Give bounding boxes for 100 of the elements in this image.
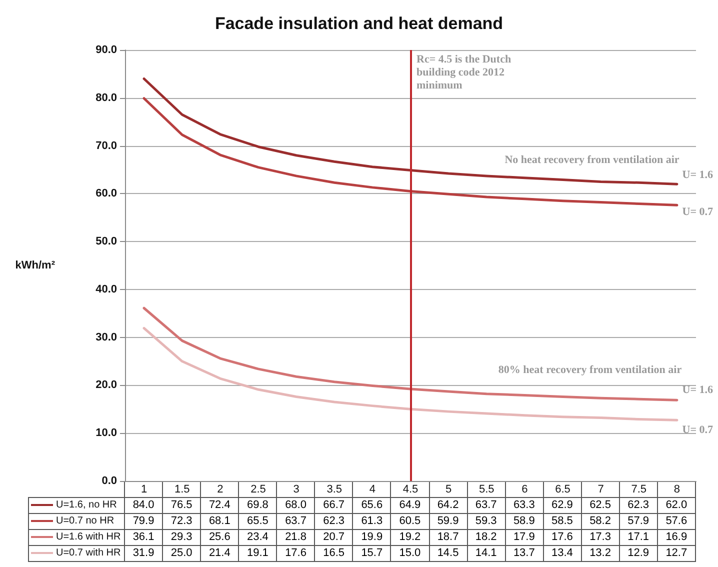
data-label: 25.6 (200, 530, 239, 546)
x-tick-label: 3.5 (326, 484, 342, 496)
data-label: 72.3 (162, 514, 201, 530)
data-label: 62.0 (657, 498, 696, 514)
y-tick-label: 20.0 (96, 379, 117, 392)
data-label: 65.6 (352, 498, 391, 514)
data-label: 36.1 (124, 530, 163, 546)
x-tick-label: 2 (217, 484, 224, 496)
data-label: 12.9 (619, 546, 658, 562)
data-label: 65.5 (238, 514, 277, 530)
annotation: No heat recovery from ventilation air (504, 154, 680, 166)
y-tick-label: 90.0 (96, 44, 117, 56)
data-label: 59.3 (467, 514, 506, 530)
data-label: 62.3 (619, 498, 658, 514)
data-label: 18.2 (467, 530, 506, 546)
y-tick-label: 50.0 (96, 236, 117, 248)
data-label: 69.8 (238, 498, 277, 514)
x-tick-label: 6.5 (555, 484, 570, 496)
y-axis-title: kWh/m² (15, 260, 56, 272)
data-label: 16.5 (314, 546, 353, 562)
line-series (142, 97, 678, 206)
data-label: 57.6 (657, 514, 696, 530)
data-label: 25.0 (162, 546, 201, 562)
data-label: 68.1 (200, 514, 239, 530)
data-label: 19.9 (352, 530, 391, 546)
annotation: U= 0.7 (682, 206, 714, 218)
data-label: 58.9 (505, 514, 544, 530)
x-tick-label: 7.5 (631, 484, 647, 496)
data-label: 14.1 (467, 546, 506, 562)
data-label: 19.1 (238, 546, 277, 562)
data-label: 72.4 (200, 498, 239, 514)
y-tick-label: 40.0 (96, 283, 117, 296)
annotation: U= 1.6 (682, 384, 714, 396)
data-label: 66.7 (314, 498, 353, 514)
data-label: 84.0 (124, 498, 163, 514)
data-label: 68.0 (276, 498, 315, 514)
data-label: 12.7 (657, 546, 696, 562)
data-label: 19.2 (390, 530, 429, 546)
y-tick-label: 10.0 (96, 427, 117, 440)
annotation: U= 1.6 (682, 169, 714, 181)
y-tick-label: 30.0 (96, 331, 117, 344)
y-tick-label: 80.0 (96, 92, 117, 104)
x-tick-label: 2.5 (250, 484, 266, 496)
y-tick-label: 0.0 (102, 475, 117, 487)
data-label: 13.2 (581, 546, 620, 562)
data-label: 17.9 (505, 530, 544, 546)
data-label: 59.9 (429, 514, 468, 530)
x-tick-label: 1 (140, 484, 148, 496)
y-tick-label: 70.0 (96, 140, 117, 152)
x-tick-label: 5 (446, 484, 452, 496)
x-tick-label: 8 (674, 484, 680, 496)
legend-label: U=0.7 no HR (56, 516, 114, 526)
x-tick-label: 4.5 (402, 484, 418, 496)
data-label: 13.7 (505, 546, 544, 562)
data-label: 58.2 (581, 514, 620, 530)
data-label: 63.3 (505, 498, 544, 514)
data-label: 15.7 (352, 546, 391, 562)
data-label: 29.3 (162, 530, 201, 546)
data-label: 17.1 (619, 530, 658, 546)
x-tick-label: 3 (293, 484, 300, 496)
data-label: 76.5 (162, 498, 201, 514)
data-label: 23.4 (238, 530, 277, 546)
data-label: 62.3 (314, 514, 353, 530)
data-label: 20.7 (314, 530, 353, 546)
data-label: 17.6 (543, 530, 582, 546)
x-tick-label: 4 (369, 484, 376, 496)
ref-line-label: Rc= 4.5 is the Dutch building code 2012 minimum (416, 54, 514, 92)
line-series (142, 77, 678, 186)
data-label: 62.9 (543, 498, 582, 514)
data-label: 18.7 (429, 530, 468, 546)
data-label: 58.5 (543, 514, 582, 530)
data-label: 17.6 (276, 546, 315, 562)
data-label: 13.4 (543, 546, 582, 562)
x-tick-label: 6 (522, 484, 528, 496)
chart-title: Facade insulation and heat demand (214, 14, 504, 33)
data-label: 15.0 (390, 546, 429, 562)
annotation: 80% heat recovery from ventilation air (498, 364, 682, 376)
data-label: 57.9 (619, 514, 658, 530)
data-label: 21.4 (200, 546, 239, 562)
data-label: 62.5 (581, 498, 620, 514)
legend-label: U=1.6, no HR (56, 500, 117, 510)
data-label: 31.9 (124, 546, 163, 562)
data-label: 63.7 (467, 498, 506, 514)
data-label: 14.5 (429, 546, 468, 562)
data-label: 17.3 (581, 530, 620, 546)
data-label: 16.9 (657, 530, 696, 546)
data-label: 60.5 (390, 514, 429, 530)
legend-label: U=1.6 with HR (56, 532, 121, 542)
annotation: U= 0.7 (682, 424, 714, 436)
data-label: 64.2 (429, 498, 468, 514)
x-tick-label: 1.5 (174, 484, 190, 496)
data-label: 21.8 (276, 530, 315, 546)
data-label: 61.3 (352, 514, 391, 530)
x-tick-label: 5.5 (478, 484, 494, 496)
legend-label: U=0.7 with HR (56, 548, 121, 558)
y-tick-label: 60.0 (96, 188, 117, 200)
x-tick-label: 7 (598, 484, 604, 496)
data-label: 63.7 (276, 514, 315, 530)
data-label: 79.9 (124, 514, 163, 530)
data-label: 64.9 (390, 498, 429, 514)
